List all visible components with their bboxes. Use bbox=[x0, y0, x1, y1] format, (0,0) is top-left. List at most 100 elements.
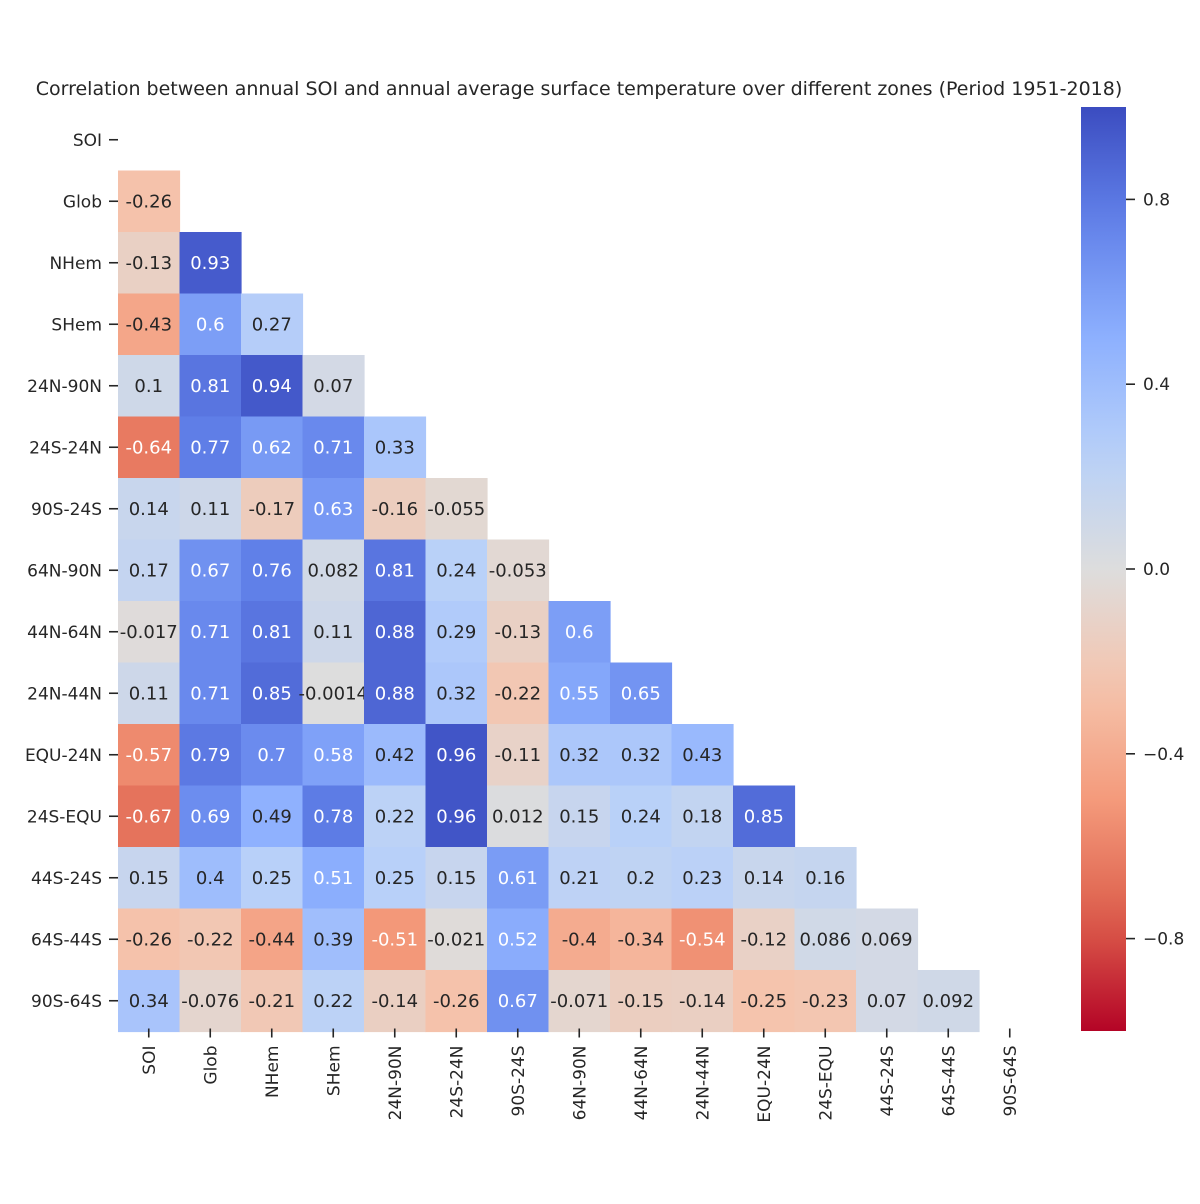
heatmap-cell bbox=[794, 908, 857, 971]
heatmap-cell bbox=[733, 785, 796, 848]
colorbar-tick-label: 0.8 bbox=[1143, 190, 1170, 210]
cell-value-label: -0.22 bbox=[494, 683, 541, 704]
cell-value-label: 0.77 bbox=[190, 437, 230, 458]
x-tick-label: 64S-44S bbox=[939, 1046, 959, 1117]
cell-value-label: 0.67 bbox=[190, 560, 230, 581]
cell-value-label: 0.11 bbox=[129, 683, 169, 704]
heatmap-cell bbox=[610, 785, 673, 848]
heatmap-cell bbox=[671, 847, 734, 910]
y-tick-label: 24N-44N bbox=[27, 684, 102, 704]
cell-value-label: 0.62 bbox=[252, 437, 292, 458]
heatmap-cell bbox=[548, 847, 611, 910]
x-axis-labels: SOI Glob NHem SHem 24N-90N 24S-24N 90S-24S 64N-… bbox=[140, 1028, 1021, 1123]
heatmap-cell bbox=[733, 970, 796, 1033]
x-tick-label: 24S-EQU bbox=[816, 1046, 836, 1121]
heatmap-cell bbox=[364, 601, 427, 664]
cell-value-label: 0.63 bbox=[313, 499, 353, 520]
cell-value-label: -0.26 bbox=[125, 191, 172, 212]
cell-value-label: -0.57 bbox=[125, 745, 172, 766]
heatmap-cell bbox=[302, 662, 365, 725]
cell-value-label: -0.16 bbox=[371, 499, 418, 520]
heatmap-cell bbox=[425, 970, 488, 1033]
cell-value-label: 0.14 bbox=[129, 499, 169, 520]
heatmap-cells: -0.26 -0.13 0.93 -0.43 0.6 0.27 0.1 0.81 0.94 0.0… bbox=[118, 170, 980, 1033]
cell-value-label: -0.0014 bbox=[299, 683, 368, 704]
heatmap-cell bbox=[118, 785, 181, 848]
heatmap-cell bbox=[610, 724, 673, 787]
x-tick-label: NHem bbox=[263, 1046, 283, 1099]
cell-value-label: 0.069 bbox=[861, 929, 913, 950]
y-tick-label: EQU-24N bbox=[25, 746, 102, 766]
heatmap-cell bbox=[179, 847, 242, 910]
cell-value-label: 0.012 bbox=[492, 806, 544, 827]
cell-value-label: 0.81 bbox=[375, 560, 415, 581]
cell-value-label: 0.71 bbox=[190, 622, 230, 643]
heatmap-cell bbox=[302, 970, 365, 1033]
cell-value-label: 0.94 bbox=[252, 376, 292, 397]
heatmap-cell bbox=[179, 232, 242, 295]
cell-value-label: 0.76 bbox=[252, 560, 292, 581]
heatmap-cell bbox=[794, 970, 857, 1033]
heatmap-cell bbox=[118, 601, 181, 664]
cell-value-label: 0.49 bbox=[252, 806, 292, 827]
heatmap-cell bbox=[179, 539, 242, 602]
cell-value-label: 0.11 bbox=[190, 499, 230, 520]
heatmap-cell bbox=[548, 908, 611, 971]
heatmap-cell bbox=[118, 355, 181, 418]
cell-value-label: 0.07 bbox=[867, 991, 907, 1012]
cell-value-label: 0.092 bbox=[922, 991, 974, 1012]
heatmap-cell bbox=[179, 662, 242, 725]
cell-value-label: -0.055 bbox=[427, 499, 485, 520]
heatmap-cell bbox=[179, 970, 242, 1033]
heatmap-cell bbox=[610, 662, 673, 725]
heatmap-cell bbox=[241, 662, 304, 725]
x-tick-label: 64N-90N bbox=[570, 1046, 590, 1121]
cell-value-label: 0.4 bbox=[196, 868, 225, 889]
cell-value-label: 0.22 bbox=[375, 806, 415, 827]
heatmap-cell bbox=[118, 416, 181, 479]
cell-value-label: 0.11 bbox=[313, 622, 353, 643]
heatmap-cell bbox=[364, 724, 427, 787]
cell-value-label: 0.52 bbox=[498, 929, 538, 950]
heatmap-cell bbox=[364, 662, 427, 725]
heatmap-cell bbox=[118, 539, 181, 602]
cell-value-label: 0.24 bbox=[621, 806, 661, 827]
heatmap-cell bbox=[118, 232, 181, 295]
heatmap-cell bbox=[302, 601, 365, 664]
heatmap-cell bbox=[118, 170, 181, 233]
cell-value-label: 0.85 bbox=[252, 683, 292, 704]
heatmap-cell bbox=[856, 970, 919, 1033]
cell-value-label: -0.12 bbox=[740, 929, 787, 950]
cell-value-label: 0.58 bbox=[313, 745, 353, 766]
cell-value-label: 0.14 bbox=[744, 868, 784, 889]
cell-value-label: 0.96 bbox=[436, 806, 476, 827]
heatmap-cell bbox=[179, 908, 242, 971]
y-tick-label: 24N-90N bbox=[27, 377, 102, 397]
heatmap-cell bbox=[487, 970, 550, 1033]
heatmap-cell bbox=[118, 847, 181, 910]
heatmap-cell bbox=[364, 785, 427, 848]
x-tick-label: EQU-24N bbox=[755, 1046, 775, 1123]
heatmap-cell bbox=[241, 908, 304, 971]
heatmap-cell bbox=[425, 908, 488, 971]
heatmap-cell bbox=[425, 785, 488, 848]
cell-value-label: 0.79 bbox=[190, 745, 230, 766]
heatmap-cell bbox=[302, 847, 365, 910]
heatmap-cell bbox=[118, 724, 181, 787]
heatmap-cell bbox=[487, 601, 550, 664]
cell-value-label: 0.25 bbox=[375, 868, 415, 889]
cell-value-label: 0.24 bbox=[436, 560, 476, 581]
cell-value-label: 0.25 bbox=[252, 868, 292, 889]
heatmap-cell bbox=[425, 724, 488, 787]
cell-value-label: 0.07 bbox=[313, 376, 353, 397]
heatmap-cell bbox=[425, 478, 488, 541]
cell-value-label: -0.14 bbox=[679, 991, 726, 1012]
cell-value-label: -0.25 bbox=[740, 991, 787, 1012]
cell-value-label: 0.6 bbox=[565, 622, 594, 643]
y-tick-label: SHem bbox=[51, 315, 102, 335]
cell-value-label: -0.017 bbox=[120, 622, 178, 643]
heatmap-cell bbox=[425, 847, 488, 910]
heatmap-cell bbox=[241, 478, 304, 541]
